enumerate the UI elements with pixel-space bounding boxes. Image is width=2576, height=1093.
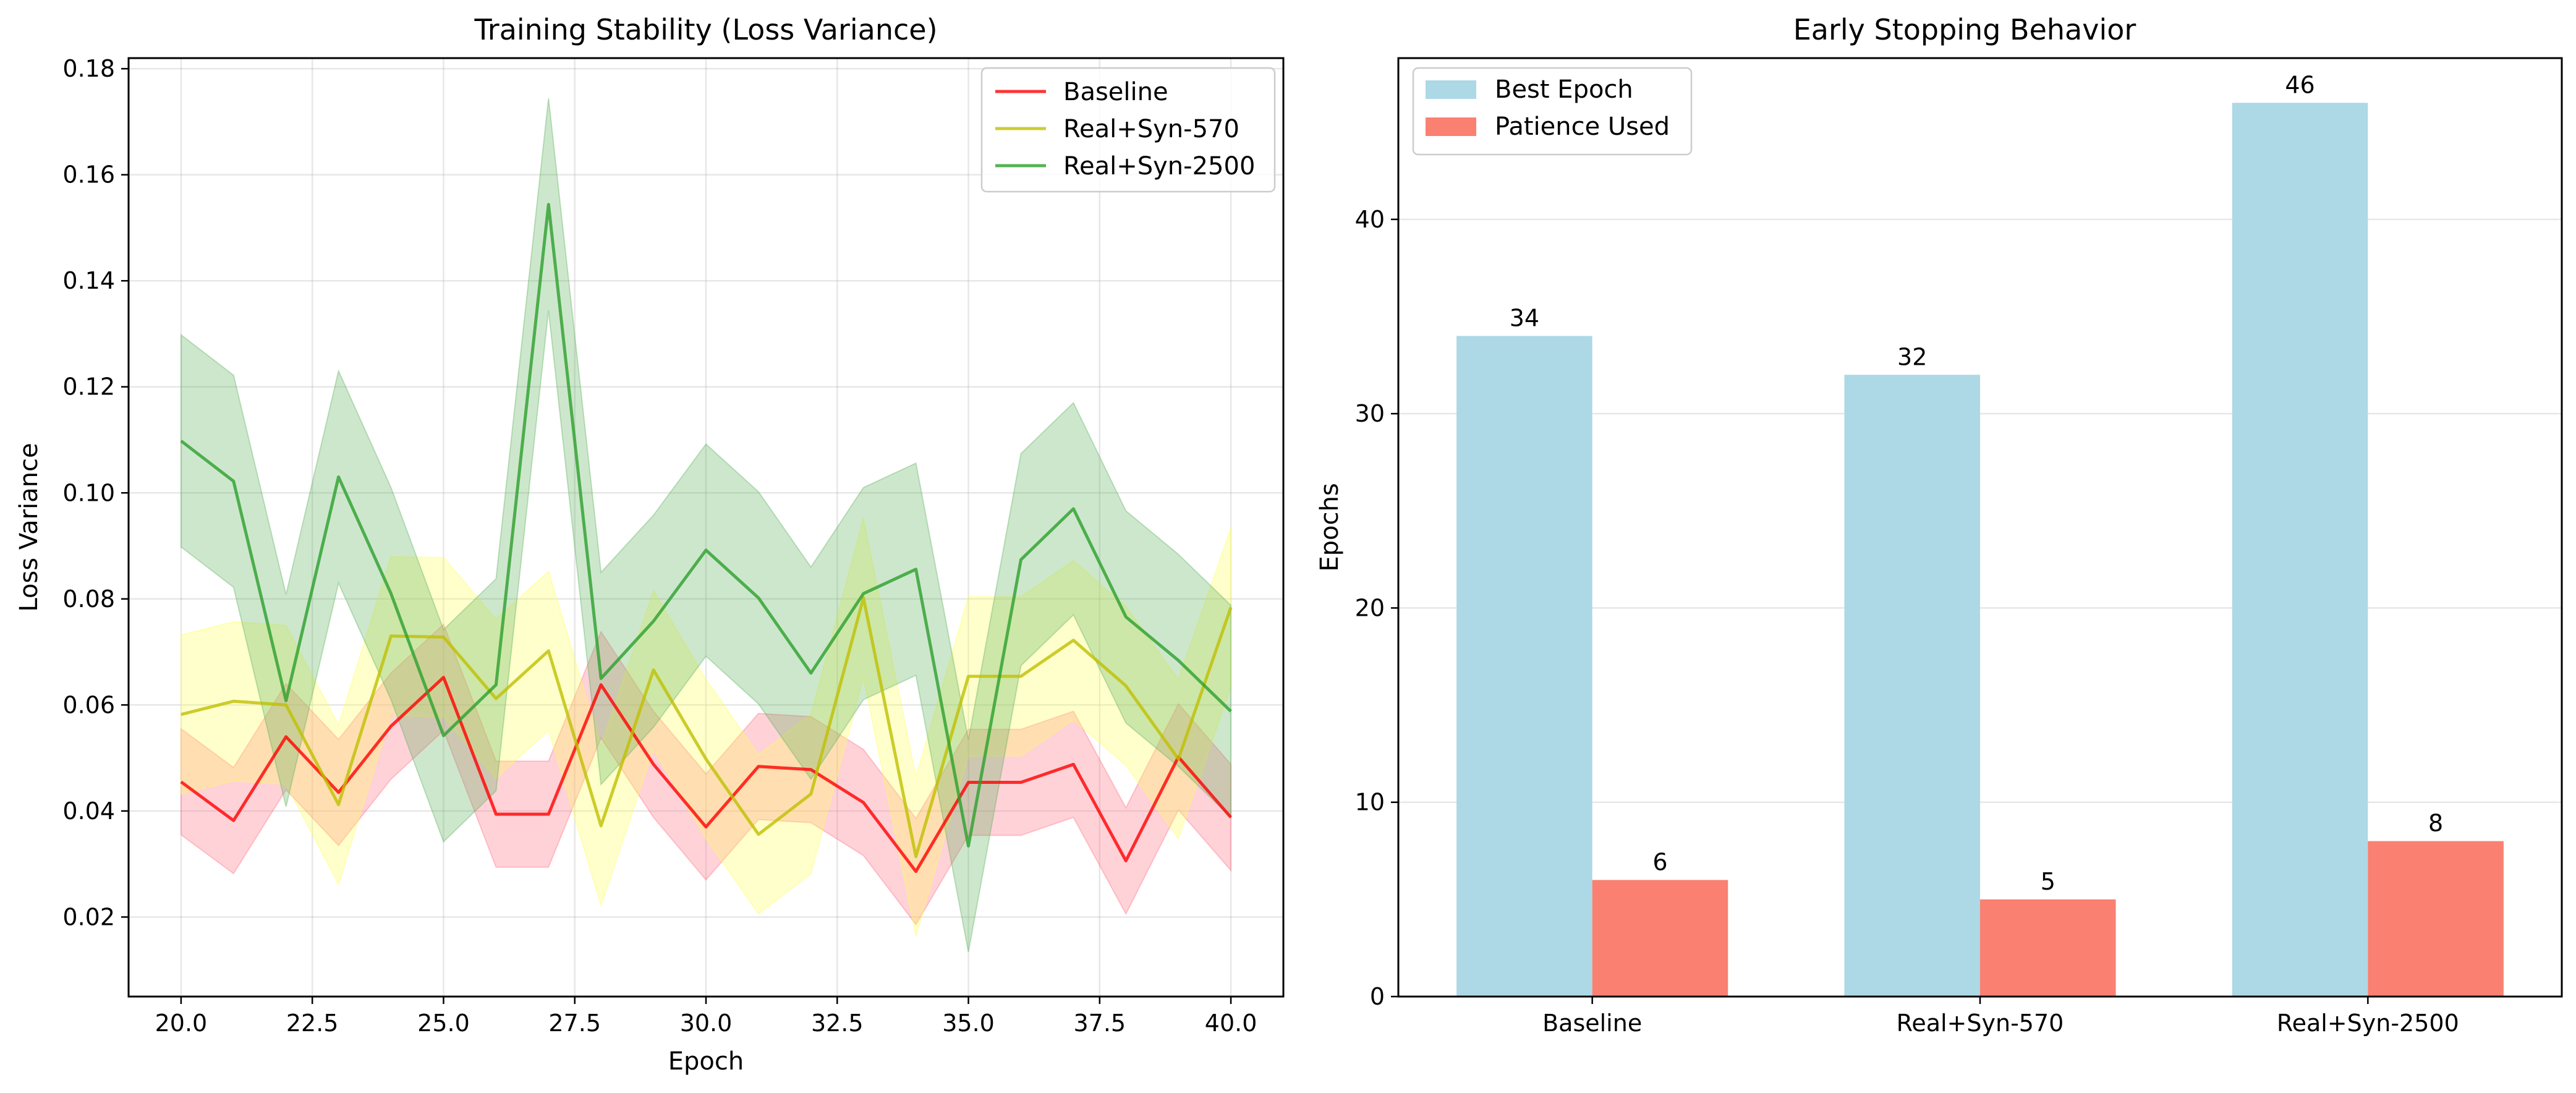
line-chart-title: Training Stability (Loss Variance)	[474, 13, 937, 46]
bar-y-tick-label: 40	[1355, 206, 1385, 233]
line-x-tick-label: 20.0	[155, 1010, 208, 1037]
bar-x-tick-label: Real+Syn-2500	[2277, 1010, 2459, 1037]
line-chart-panel: Training Stability (Loss Variance) 20.0 2…	[15, 13, 1285, 1076]
line-y-tick-label: 0.06	[62, 691, 115, 718]
line-y-tick-label: 0.02	[62, 903, 115, 930]
bar-value-label: 46	[2285, 71, 2315, 98]
line-chart-grid	[129, 58, 1283, 997]
bar-value-label: 8	[2428, 810, 2443, 837]
line-x-tick-label: 22.5	[286, 1010, 339, 1037]
bar-y-tick-label: 30	[1355, 400, 1385, 427]
line-y-tick-label: 0.12	[62, 373, 115, 401]
bar-legend-box	[1412, 67, 1693, 156]
line-legend-box	[980, 67, 1276, 193]
line-y-tick-label: 0.08	[62, 585, 115, 613]
line-y-tick-label: 0.14	[62, 267, 115, 294]
band-baseline	[180, 623, 1232, 926]
line-y-tick-label: 0.16	[62, 161, 115, 189]
line-y-tick-label: 0.04	[62, 797, 115, 825]
line-chart-legend: Baseline Real+Syn-570 Real+Syn-2500	[980, 67, 1276, 193]
bar-x-tick-label: Real+Syn-570	[1897, 1010, 2064, 1037]
bar-y-tick-label: 10	[1355, 789, 1385, 816]
bar-patience-used-real-syn-2500	[2368, 841, 2504, 997]
bar-x-tick-label: Baseline	[1542, 1010, 1642, 1037]
line-x-tick-label: 35.0	[942, 1010, 995, 1037]
line-y-tick-label: 0.18	[62, 55, 115, 82]
line-x-tick-label: 32.5	[811, 1010, 864, 1037]
series-line-real-syn-2500	[180, 203, 1232, 848]
bar-chart-y-ticks: 0 10 20 30 40	[1355, 206, 1398, 1010]
series-line-baseline	[180, 676, 1232, 874]
bar-chart-y-label: Epochs	[1316, 483, 1344, 571]
bar-value-label: 32	[1897, 343, 1927, 370]
line-chart-y-label: Loss Variance	[15, 443, 43, 611]
line-x-tick-label: 40.0	[1205, 1010, 1257, 1037]
band-real-syn-570	[180, 518, 1232, 937]
legend-swatch-best-epoch	[1426, 80, 1476, 99]
legend-label-real-syn-570: Real+Syn-570	[1063, 115, 1239, 143]
bar-patience-used-baseline	[1592, 880, 1728, 997]
bar-y-tick-label: 0	[1370, 983, 1385, 1010]
bar-value-label: 5	[2041, 868, 2055, 895]
bar-chart-panel: Early Stopping Behavior 34 6 32 5 46 8 Baseli…	[1316, 13, 2563, 1037]
series-line-real-syn-570	[181, 596, 1233, 859]
line-chart-x-label: Epoch	[668, 1047, 744, 1076]
legend-label-baseline: Baseline	[1063, 78, 1168, 106]
bar-chart-legend: Best Epoch Patience Used	[1412, 67, 1693, 156]
line-chart-y-ticks: 0.02 0.04 0.06 0.08 0.10 0.12 0.14 0.16 0.18	[62, 55, 129, 930]
line-x-tick-label: 37.5	[1074, 1010, 1126, 1037]
bar-value-label: 6	[1652, 848, 1667, 875]
line-chart-x-ticks: 20.0 22.5 25.0 27.5 30.0 32.5 35.0 37.5 40.0	[155, 997, 1257, 1037]
legend-label-best-epoch: Best Epoch	[1495, 75, 1633, 104]
legend-label-real-syn-2500: Real+Syn-2500	[1063, 152, 1255, 181]
legend-swatch-patience-used	[1426, 117, 1476, 136]
bar-patience-used-real-syn-570	[1980, 899, 2116, 997]
bar-best-epoch-real-syn-570	[1844, 375, 1980, 997]
bar-best-epoch-real-syn-2500	[2232, 103, 2368, 997]
line-y-tick-label: 0.10	[62, 479, 115, 506]
line-x-tick-label: 27.5	[548, 1010, 601, 1037]
line-x-tick-label: 25.0	[417, 1010, 470, 1037]
bar-best-epoch-baseline	[1456, 336, 1592, 997]
legend-label-patience-used: Patience Used	[1495, 113, 1670, 141]
line-chart-series	[180, 203, 1233, 874]
bar-chart-title: Early Stopping Behavior	[1793, 13, 2136, 46]
line-x-tick-label: 30.0	[680, 1010, 733, 1037]
bar-y-tick-label: 20	[1355, 594, 1385, 621]
bar-chart-x-ticks: Baseline Real+Syn-570 Real+Syn-2500	[1542, 997, 2459, 1037]
bar-chart-bars: 34 6 32 5 46 8	[1456, 71, 2504, 997]
bar-value-label: 34	[1510, 304, 1539, 331]
